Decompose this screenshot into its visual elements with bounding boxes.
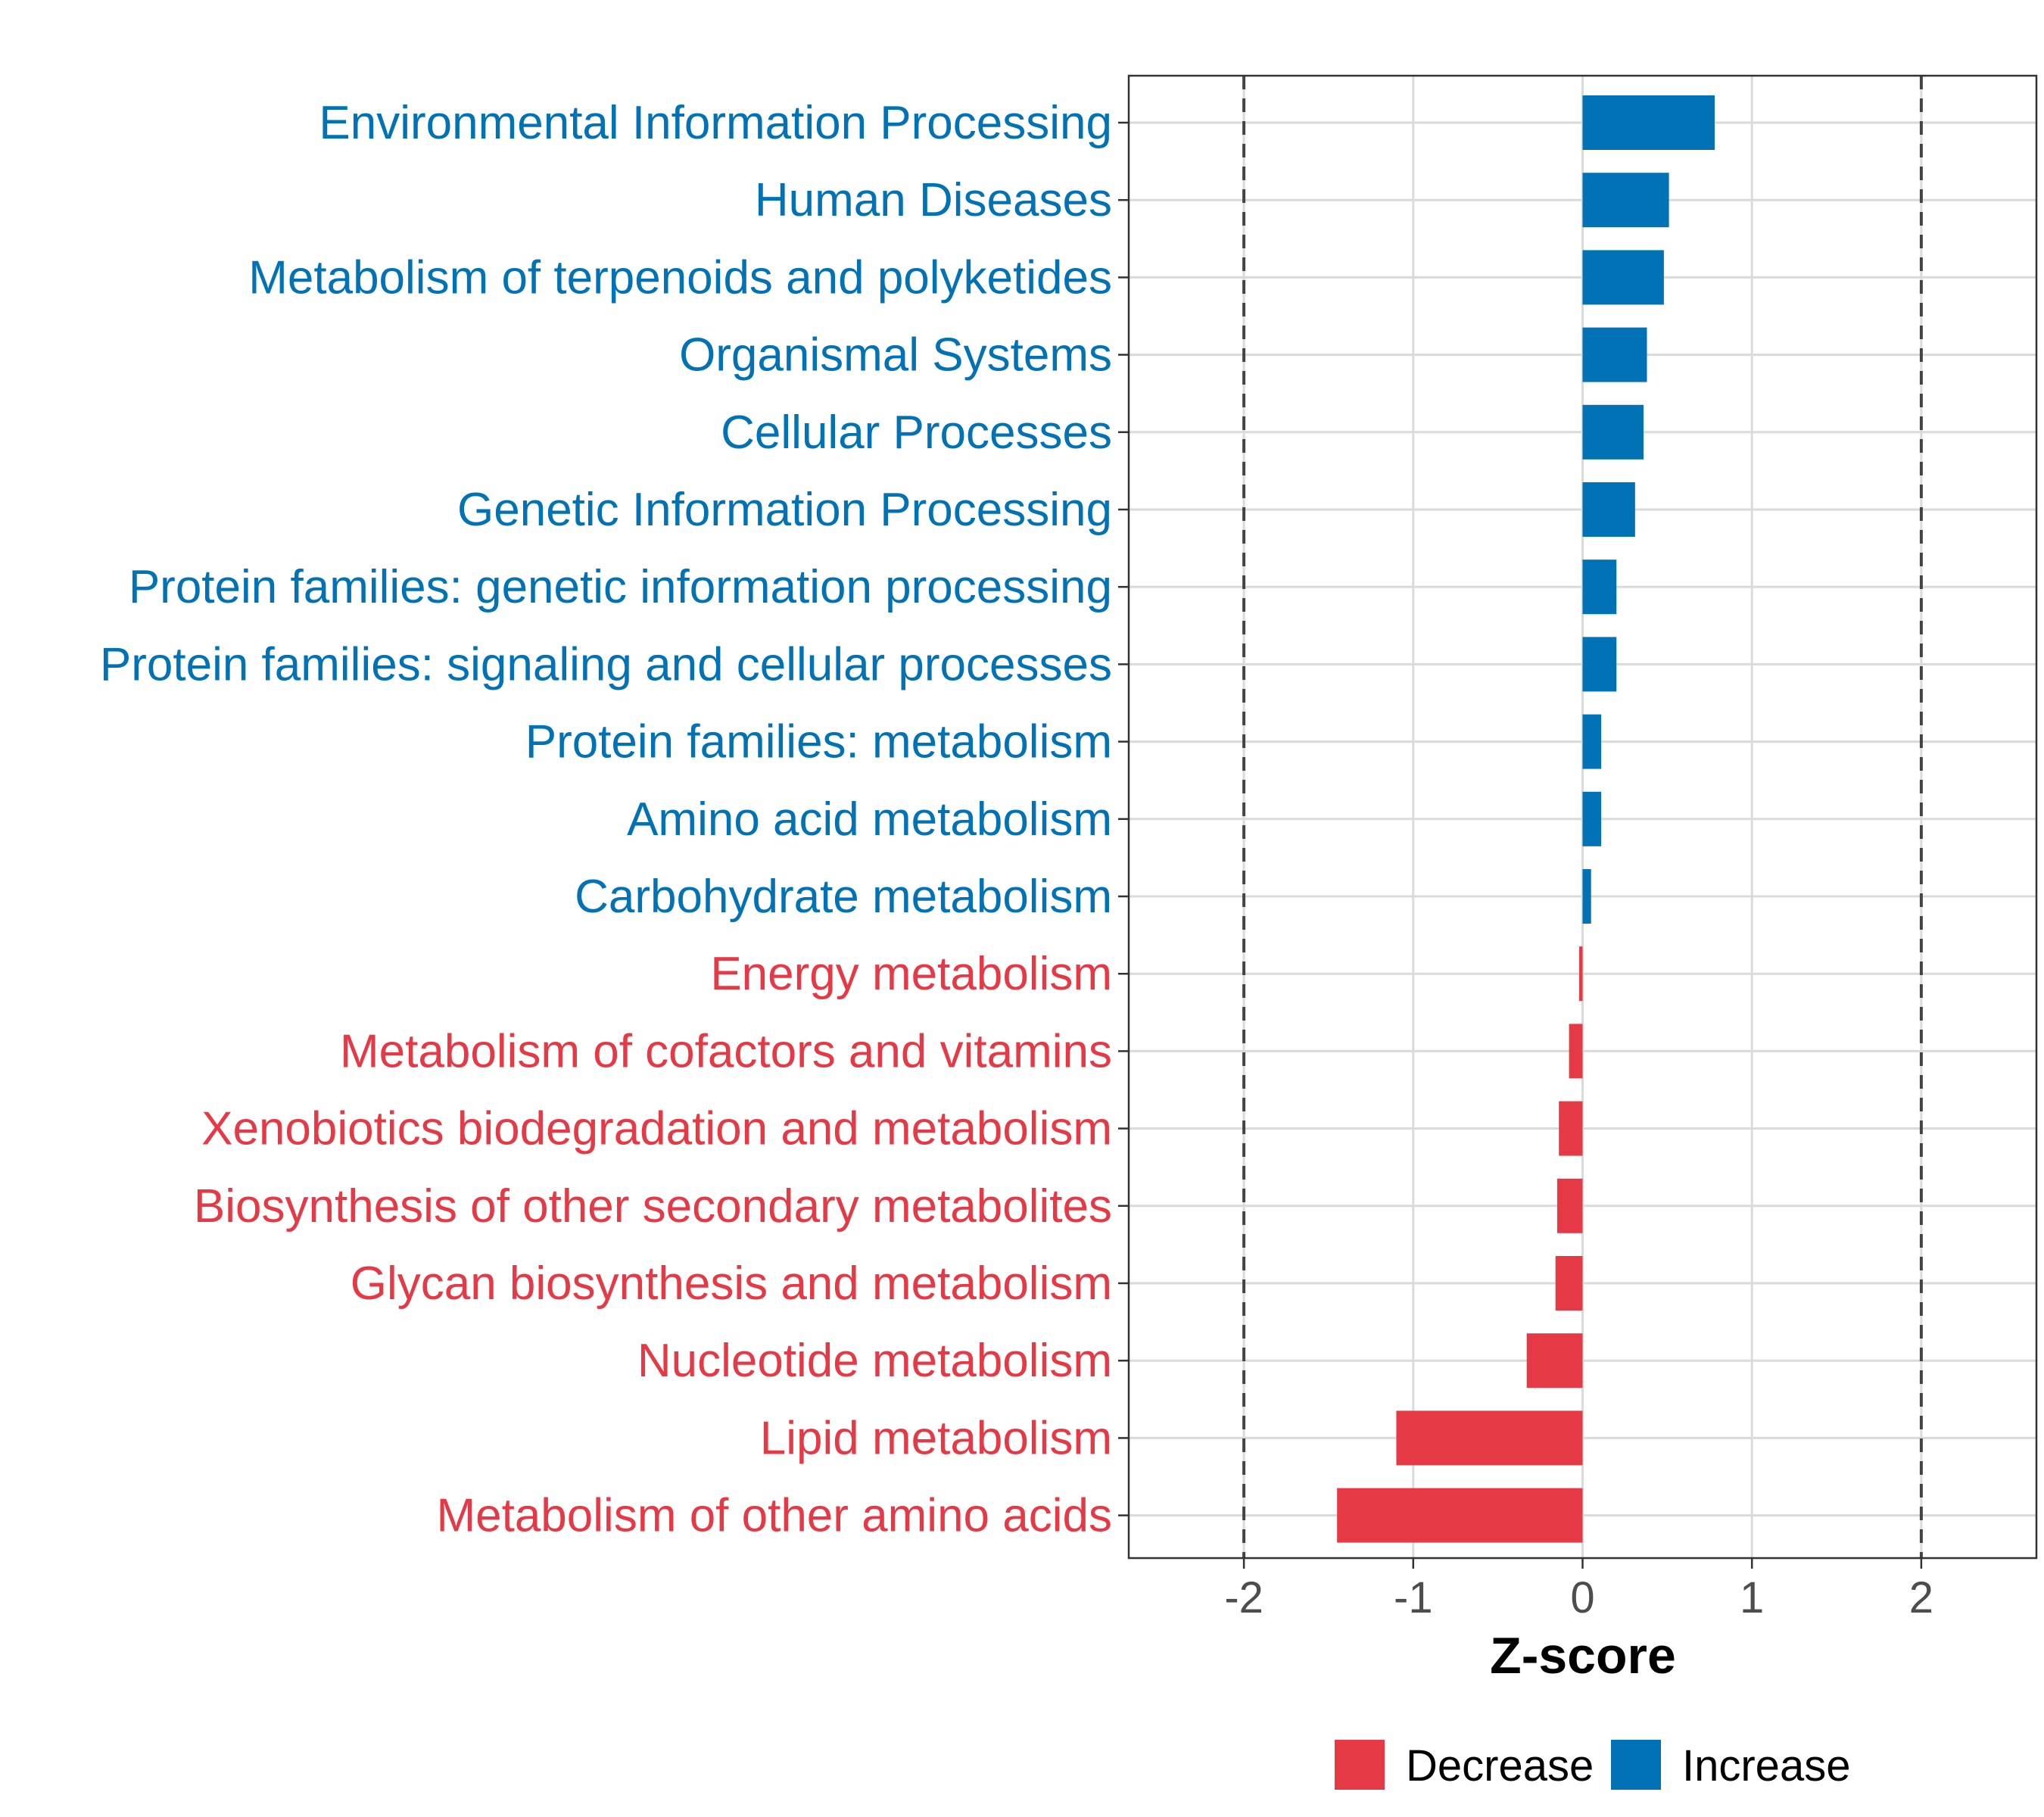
category-label: Lipid metabolism [760,1412,1112,1464]
bar [1559,1101,1583,1156]
bar [1582,714,1602,769]
bar [1582,869,1591,924]
x-tick-label: 1 [1740,1573,1764,1622]
bar [1582,791,1602,846]
category-label: Metabolism of other amino acids [436,1490,1112,1542]
legend-label: Increase [1682,1741,1850,1791]
category-label: Protein families: metabolism [525,716,1112,768]
bar [1582,559,1617,615]
bar [1582,250,1664,305]
bar [1582,327,1647,382]
bar [1582,637,1617,692]
reference-lines [1242,76,1923,1558]
category-label: Carbohydrate metabolism [575,871,1112,923]
x-tick-label: 2 [1909,1573,1933,1622]
category-label: Energy metabolism [710,948,1112,1000]
x-axis: -2 -1 0 1 2 [1224,1558,1933,1622]
legend-swatch [1611,1740,1661,1790]
category-label: Organismal Systems [679,329,1112,382]
bar [1556,1178,1583,1233]
category-label: Metabolism of cofactors and vitamins [340,1025,1112,1077]
legend-label: Decrease [1406,1741,1594,1791]
x-tick-label: 0 [1570,1573,1594,1622]
bar [1582,95,1715,150]
category-label: Cellular Processes [721,407,1112,459]
category-label: Amino acid metabolism [627,793,1112,846]
bar [1526,1333,1583,1388]
category-label: Protein families: signaling and cellular… [100,638,1112,690]
category-labels: Environmental Information Processing Huma… [100,97,1129,1542]
bar [1582,482,1635,537]
category-label: Human Diseases [755,174,1112,226]
bar [1582,173,1669,228]
bar [1582,404,1644,460]
bars [1337,95,1715,1543]
category-label: Nucleotide metabolism [637,1335,1112,1387]
category-label: Biosynthesis of other secondary metaboli… [194,1180,1112,1233]
category-label: Environmental Information Processing [319,97,1112,149]
bar [1579,946,1583,1002]
category-label: Genetic Information Processing [457,484,1112,536]
category-label: Glycan biosynthesis and metabolism [351,1258,1112,1310]
legend-swatch [1335,1740,1385,1790]
legend: Decrease Increase [1335,1740,1850,1791]
category-label: Xenobiotics biodegradation and metabolis… [201,1103,1112,1155]
bar [1396,1410,1583,1466]
category-label: Protein families: genetic information pr… [129,561,1112,613]
x-axis-title: Z-score [1490,1627,1676,1685]
category-label: Metabolism of terpenoids and polyketides [248,251,1112,304]
bar [1555,1256,1583,1311]
x-tick-label: -1 [1394,1573,1433,1622]
x-tick-label: -2 [1224,1573,1263,1622]
bar [1569,1024,1583,1079]
bar [1337,1488,1583,1543]
